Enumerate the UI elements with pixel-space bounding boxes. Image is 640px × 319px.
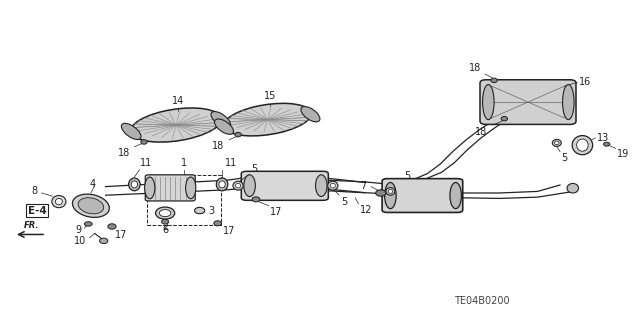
- Text: 17: 17: [223, 226, 235, 236]
- Text: 5: 5: [561, 153, 568, 163]
- Text: 5: 5: [341, 197, 348, 207]
- Ellipse shape: [159, 210, 171, 217]
- Ellipse shape: [214, 119, 234, 134]
- Text: 14: 14: [172, 96, 184, 106]
- Text: 11: 11: [140, 159, 152, 168]
- Ellipse shape: [219, 181, 225, 188]
- Ellipse shape: [386, 188, 395, 195]
- Ellipse shape: [84, 222, 92, 226]
- Ellipse shape: [186, 177, 196, 199]
- Ellipse shape: [328, 181, 338, 190]
- FancyBboxPatch shape: [241, 171, 328, 200]
- Ellipse shape: [131, 108, 221, 142]
- Ellipse shape: [491, 78, 497, 83]
- Text: 3: 3: [208, 206, 214, 216]
- Text: 9: 9: [76, 225, 82, 235]
- Ellipse shape: [145, 177, 155, 199]
- Ellipse shape: [161, 219, 169, 224]
- Ellipse shape: [563, 85, 574, 120]
- Ellipse shape: [108, 224, 116, 229]
- Ellipse shape: [214, 221, 221, 226]
- Text: 16: 16: [579, 77, 591, 87]
- Text: 6: 6: [162, 225, 168, 235]
- Text: 5: 5: [404, 171, 411, 181]
- Ellipse shape: [216, 178, 228, 191]
- Ellipse shape: [141, 140, 147, 144]
- Ellipse shape: [56, 198, 62, 205]
- Text: 18: 18: [476, 127, 488, 137]
- Text: 4: 4: [90, 179, 96, 189]
- Ellipse shape: [100, 238, 108, 244]
- Text: 17: 17: [270, 207, 282, 217]
- Ellipse shape: [122, 123, 141, 139]
- Ellipse shape: [554, 141, 559, 145]
- Ellipse shape: [235, 132, 241, 137]
- Ellipse shape: [450, 182, 461, 209]
- FancyBboxPatch shape: [480, 80, 576, 124]
- FancyBboxPatch shape: [382, 179, 463, 212]
- Ellipse shape: [376, 190, 386, 196]
- Ellipse shape: [388, 189, 393, 193]
- Text: 15: 15: [264, 92, 276, 101]
- Text: 12: 12: [360, 205, 372, 215]
- Ellipse shape: [52, 196, 66, 208]
- Ellipse shape: [252, 197, 260, 202]
- Ellipse shape: [233, 181, 243, 190]
- Ellipse shape: [129, 178, 140, 191]
- Ellipse shape: [301, 107, 320, 122]
- Ellipse shape: [577, 139, 588, 151]
- Text: E-4: E-4: [28, 205, 47, 216]
- Ellipse shape: [244, 175, 255, 197]
- FancyBboxPatch shape: [145, 175, 195, 201]
- Ellipse shape: [385, 182, 396, 209]
- Text: FR.: FR.: [24, 221, 40, 230]
- Ellipse shape: [552, 139, 561, 146]
- Text: 2: 2: [162, 222, 168, 232]
- Ellipse shape: [316, 175, 327, 197]
- Text: 19: 19: [617, 149, 629, 159]
- Text: 5: 5: [251, 164, 257, 174]
- Text: 10: 10: [74, 236, 86, 246]
- Text: 8: 8: [31, 186, 37, 197]
- Text: 13: 13: [596, 133, 609, 143]
- Ellipse shape: [572, 136, 593, 155]
- Text: 17: 17: [115, 230, 127, 240]
- Ellipse shape: [156, 207, 175, 219]
- Text: 18: 18: [469, 63, 481, 73]
- Ellipse shape: [211, 112, 230, 128]
- Text: 11: 11: [225, 159, 237, 168]
- Ellipse shape: [224, 103, 311, 136]
- Ellipse shape: [236, 183, 241, 188]
- Ellipse shape: [131, 181, 138, 188]
- Bar: [147, 175, 221, 225]
- Text: 18: 18: [118, 148, 131, 158]
- Text: 18: 18: [212, 141, 224, 151]
- Text: TE04B0200: TE04B0200: [454, 296, 510, 307]
- Text: 1: 1: [180, 159, 187, 168]
- Ellipse shape: [330, 183, 335, 188]
- Ellipse shape: [78, 198, 104, 214]
- Ellipse shape: [501, 116, 508, 121]
- Ellipse shape: [195, 207, 205, 214]
- Text: 7: 7: [360, 181, 366, 191]
- Ellipse shape: [567, 183, 579, 193]
- Ellipse shape: [604, 142, 610, 146]
- Ellipse shape: [72, 194, 109, 217]
- Ellipse shape: [483, 85, 494, 120]
